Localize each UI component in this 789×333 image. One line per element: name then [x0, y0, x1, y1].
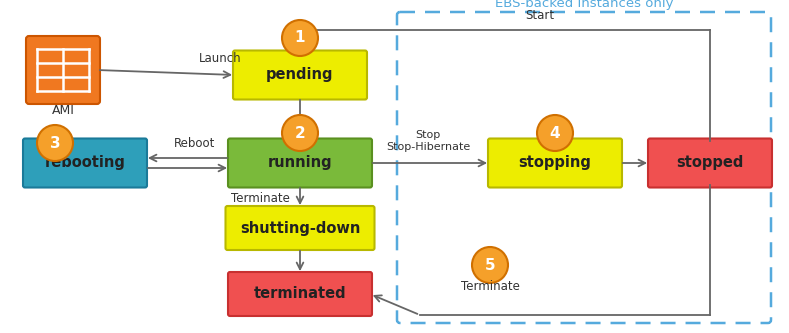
FancyBboxPatch shape	[228, 139, 372, 187]
Text: 4: 4	[550, 126, 560, 141]
Text: pending: pending	[266, 68, 334, 83]
FancyBboxPatch shape	[226, 206, 375, 250]
Circle shape	[472, 247, 508, 283]
Text: EBS-backed instances only: EBS-backed instances only	[495, 0, 673, 10]
Text: Stop
Stop-Hibernate: Stop Stop-Hibernate	[386, 131, 470, 152]
Text: shutting-down: shutting-down	[240, 220, 361, 235]
Text: running: running	[267, 156, 332, 170]
Text: Terminate: Terminate	[230, 191, 290, 204]
Circle shape	[282, 115, 318, 151]
Text: 1: 1	[295, 31, 305, 46]
Text: terminated: terminated	[254, 286, 346, 301]
Text: 3: 3	[50, 136, 60, 151]
FancyBboxPatch shape	[233, 51, 367, 100]
Text: Launch: Launch	[199, 52, 241, 65]
FancyBboxPatch shape	[488, 139, 622, 187]
FancyBboxPatch shape	[228, 272, 372, 316]
Text: 5: 5	[484, 257, 495, 272]
FancyBboxPatch shape	[26, 36, 100, 104]
Circle shape	[537, 115, 573, 151]
Text: stopping: stopping	[518, 156, 592, 170]
FancyBboxPatch shape	[23, 139, 147, 187]
Text: AMI: AMI	[51, 105, 74, 118]
Circle shape	[37, 125, 73, 161]
Text: Start: Start	[525, 9, 555, 22]
FancyBboxPatch shape	[648, 139, 772, 187]
Text: rebooting: rebooting	[44, 156, 125, 170]
Text: Reboot: Reboot	[174, 137, 215, 150]
Text: 2: 2	[294, 126, 305, 141]
Text: Terminate: Terminate	[461, 280, 519, 293]
Text: stopped: stopped	[676, 156, 744, 170]
Circle shape	[282, 20, 318, 56]
